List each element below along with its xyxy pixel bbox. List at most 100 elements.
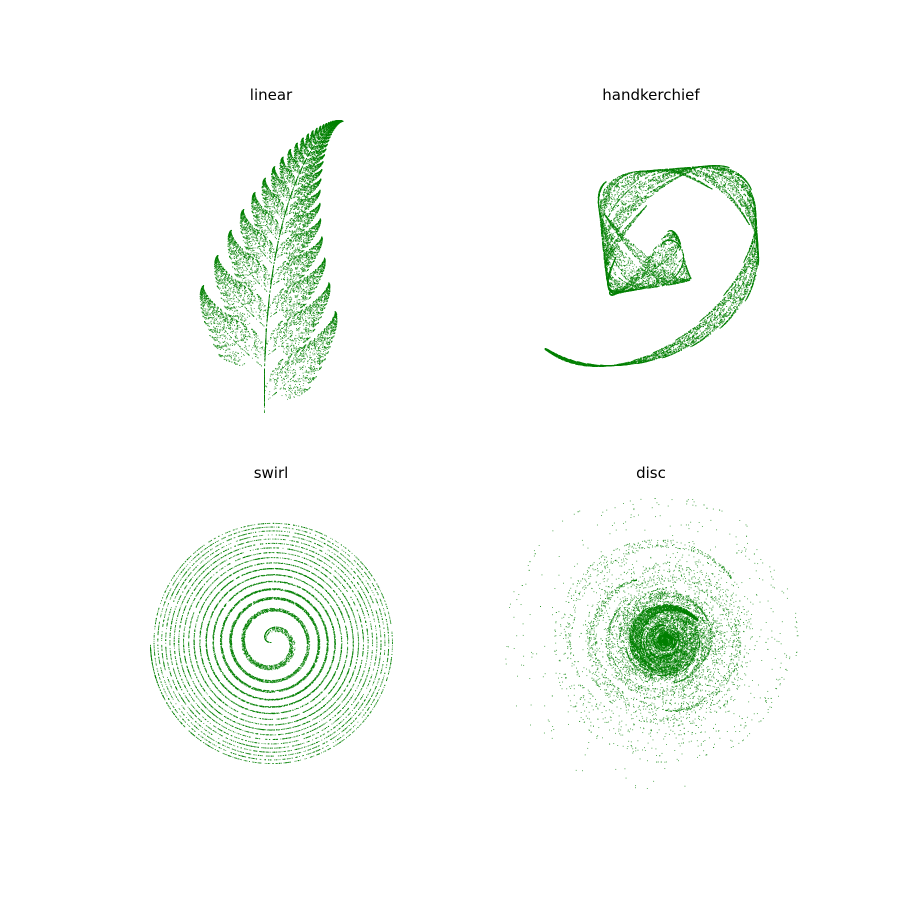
- scatter-point: [300, 388, 301, 389]
- scatter-point: [282, 209, 283, 210]
- scatter-point: [225, 306, 226, 307]
- scatter-point: [227, 356, 228, 357]
- scatter-point: [298, 361, 299, 362]
- scatter-point: [277, 294, 278, 295]
- scatter-point: [284, 273, 285, 274]
- scatter-point: [257, 253, 258, 254]
- scatter-point: [272, 351, 273, 352]
- scatter-point: [219, 345, 220, 346]
- scatter-point: [305, 316, 306, 317]
- scatter-point: [299, 381, 300, 382]
- scatter-point: [233, 355, 234, 356]
- scatter-point: [274, 344, 275, 345]
- scatter-point: [275, 299, 276, 300]
- scatter-point: [296, 287, 297, 288]
- scatter-point: [310, 352, 311, 353]
- scatter-point: [280, 163, 281, 164]
- scatter-point: [293, 352, 294, 353]
- scatter-point: [303, 285, 304, 286]
- scatter-point: [281, 215, 282, 216]
- scatter-point: [256, 254, 257, 255]
- scatter-point: [296, 255, 297, 256]
- scatter-point: [296, 229, 297, 230]
- panel-title-linear: linear: [250, 86, 293, 104]
- scatter-point: [295, 363, 296, 364]
- scatter-point: [278, 191, 279, 192]
- scatter-point: [308, 172, 309, 173]
- scatter-point: [256, 240, 257, 241]
- scatter-point: [280, 375, 281, 376]
- scatter-point: [249, 284, 250, 285]
- scatter-point: [293, 306, 294, 307]
- scatter-point: [305, 232, 306, 233]
- scatter-point: [219, 314, 220, 315]
- scatter-point: [312, 182, 313, 183]
- scatter-point: [306, 278, 307, 279]
- scatter-point: [293, 184, 294, 185]
- scatter-point: [217, 329, 218, 330]
- scatter-point: [304, 161, 305, 162]
- scatter-point: [262, 251, 263, 252]
- scatter-point: [254, 208, 255, 209]
- scatter-point: [306, 331, 307, 332]
- scatter-point: [282, 305, 283, 306]
- scatter-point: [304, 184, 305, 185]
- scatter-point: [267, 282, 268, 283]
- scatter-point: [272, 256, 273, 257]
- scatter-point: [271, 249, 272, 250]
- scatter-point: [278, 227, 279, 228]
- scatter-point: [309, 286, 310, 287]
- scatter-point: [234, 357, 235, 358]
- scatter-point: [261, 307, 262, 308]
- scatter-point: [288, 193, 289, 194]
- scatter-point: [309, 343, 310, 344]
- scatter-point: [214, 345, 215, 346]
- scatter-point: [233, 313, 234, 314]
- scatter-point: [225, 271, 226, 272]
- scatter-point: [307, 173, 308, 174]
- scatter-point: [302, 270, 303, 271]
- scatter-point: [295, 374, 296, 375]
- scatter-point: [264, 274, 265, 275]
- scatter-point: [263, 225, 264, 226]
- scatter-point: [238, 286, 239, 287]
- scatter-point: [269, 248, 270, 249]
- scatter-point: [314, 172, 315, 173]
- scatter-point: [303, 237, 304, 238]
- scatter-point: [229, 293, 230, 294]
- scatter-point: [233, 322, 234, 323]
- scatter-point: [310, 164, 311, 165]
- scatter-point: [247, 257, 248, 258]
- scatter-point: [270, 220, 271, 221]
- scatter-point: [320, 355, 321, 356]
- scatter-point: [267, 284, 268, 285]
- scatter-point: [309, 359, 310, 360]
- scatter-point: [230, 344, 231, 345]
- scatter-point: [303, 385, 304, 386]
- scatter-point: [275, 226, 276, 227]
- scatter-point: [290, 284, 291, 285]
- scatter-point: [277, 202, 278, 203]
- scatter-point: [236, 274, 237, 275]
- scatter-point: [271, 206, 272, 207]
- scatter-point: [238, 316, 239, 317]
- scatter-point: [290, 269, 291, 270]
- scatter-point: [275, 386, 276, 387]
- scatter-point: [294, 180, 295, 181]
- scatter-point: [240, 316, 241, 317]
- scatter-point: [293, 276, 294, 277]
- scatter-point: [311, 163, 312, 164]
- scatter-point: [295, 279, 296, 280]
- scatter-point: [214, 340, 215, 341]
- scatter-point: [264, 232, 265, 233]
- scatter-point: [277, 211, 278, 212]
- scatter-point: [263, 316, 264, 317]
- scatter-point: [257, 343, 258, 344]
- scatter-point: [249, 296, 250, 297]
- scatter-point: [289, 331, 290, 332]
- scatter-point: [236, 244, 237, 245]
- scatter-point: [302, 259, 303, 260]
- scatter-point: [260, 352, 261, 353]
- scatter-point: [225, 352, 226, 353]
- scatter-point: [258, 280, 259, 281]
